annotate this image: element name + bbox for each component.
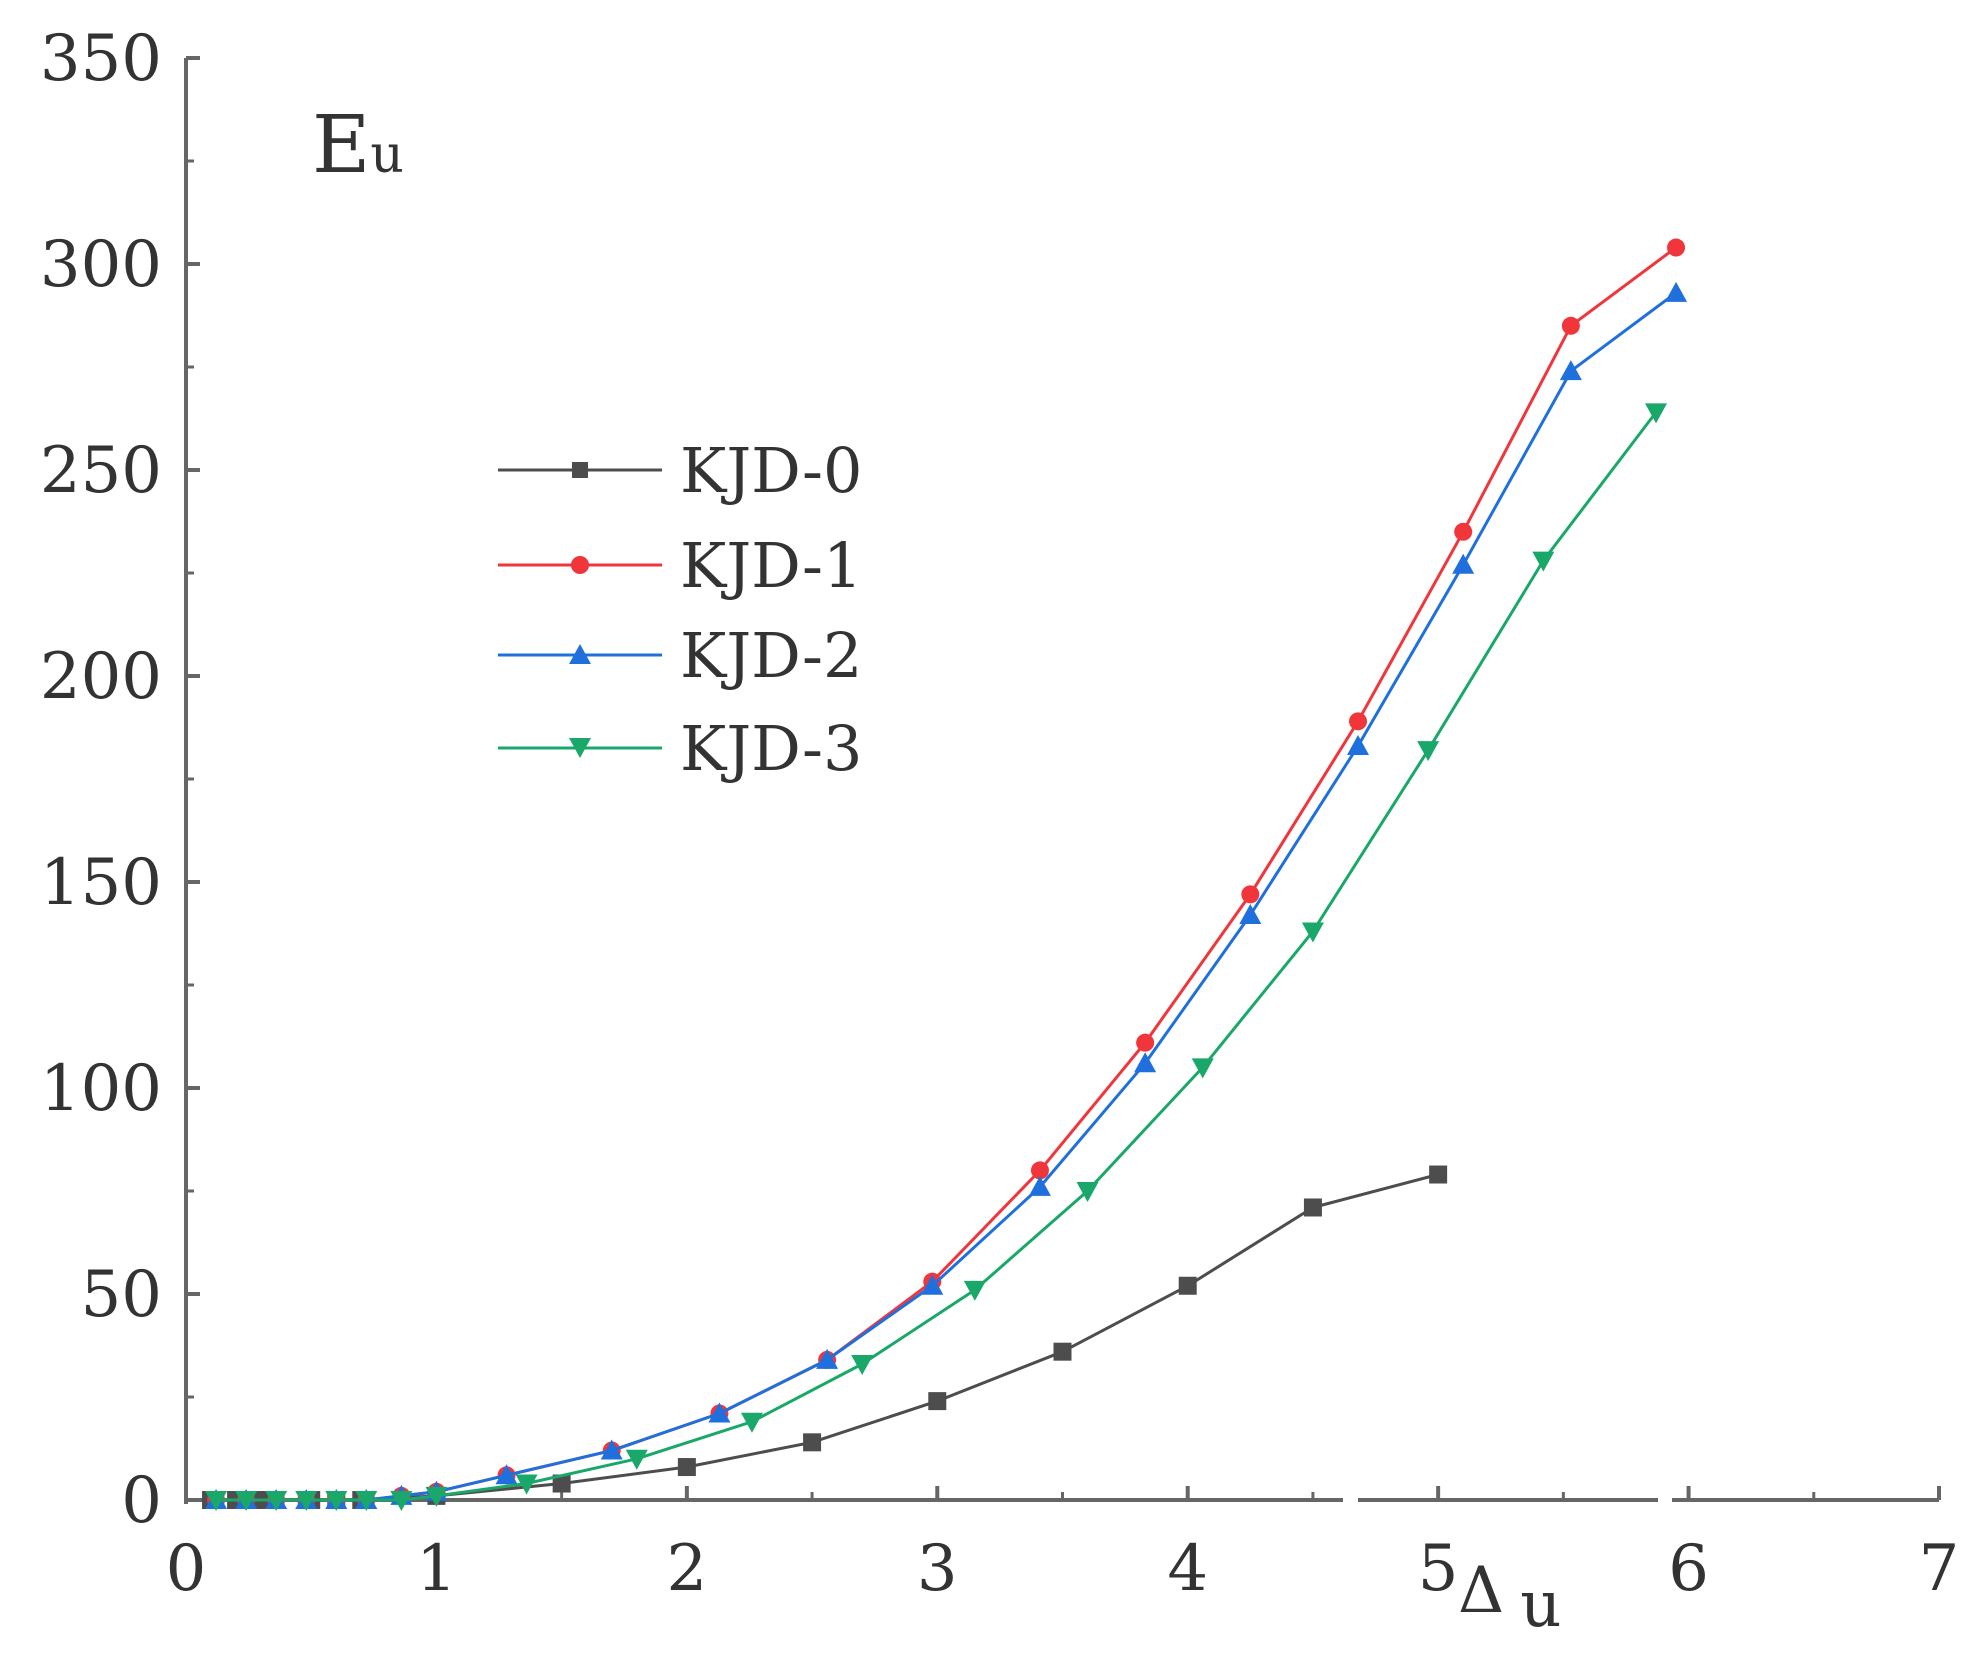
legend-marker-kjd-2	[569, 644, 591, 664]
point-kjd-3-16	[1417, 741, 1440, 762]
point-kjd-3-2	[265, 1491, 288, 1511]
x-tick-label-0: 0	[166, 1532, 207, 1606]
series-line-kjd-1	[216, 246, 1677, 1502]
ticks: 0 50 100 150 200 250 300 350 0 1 2 3 4 5 6 7	[40, 22, 1960, 1606]
point-kjd-3-4	[325, 1491, 348, 1511]
point-kjd-2-19	[1665, 281, 1688, 302]
point-kjd-3-6	[390, 1491, 413, 1511]
point-kjd-0-7	[552, 1474, 571, 1493]
legend-label-kjd-3: KJD-3	[680, 712, 862, 785]
y-axis-title: Eu	[312, 98, 404, 191]
point-kjd-1-17	[1454, 522, 1473, 541]
y-tick-label-100: 100	[40, 1052, 162, 1126]
series-kjd-1	[207, 238, 1686, 1509]
x-tick-label-5: 5	[1418, 1532, 1459, 1606]
series-line-kjd-2	[216, 291, 1677, 1502]
point-kjd-3-10	[740, 1412, 763, 1433]
point-kjd-0-10	[928, 1392, 947, 1411]
point-kjd-0-13	[1303, 1198, 1322, 1217]
y-axis-title-sub: u	[370, 125, 404, 185]
x-tick-label-4: 4	[1167, 1532, 1208, 1606]
axes	[184, 58, 1939, 1506]
point-kjd-2-14	[1134, 1052, 1157, 1073]
x-axis-break-0	[1343, 1494, 1358, 1506]
x-tick-label-6: 6	[1668, 1532, 1709, 1606]
point-kjd-3-15	[1301, 922, 1324, 943]
legend-item-kjd-1: KJD-1	[498, 529, 862, 602]
point-kjd-0-8	[677, 1458, 696, 1477]
x-axis-break-1	[1658, 1494, 1672, 1506]
y-tick-label-300: 300	[40, 228, 162, 302]
point-kjd-2-16	[1347, 735, 1370, 756]
point-kjd-1-14	[1136, 1033, 1155, 1052]
point-kjd-2-10	[708, 1402, 731, 1423]
x-axis-title-sub: u	[1520, 1568, 1561, 1642]
series-line-kjd-0	[211, 1173, 1439, 1502]
point-kjd-2-8	[495, 1464, 518, 1485]
point-kjd-3-3	[295, 1491, 318, 1511]
series-kjd-2	[205, 281, 1688, 1509]
point-kjd-2-9	[600, 1439, 623, 1460]
point-kjd-3-11	[851, 1355, 874, 1376]
point-kjd-0-11	[1053, 1342, 1072, 1361]
y-tick-label-0: 0	[121, 1464, 162, 1538]
point-kjd-2-17	[1452, 553, 1475, 574]
legend: KJD-0 KJD-1 KJD-2 KJD-3	[498, 434, 862, 785]
point-kjd-3-1	[235, 1491, 258, 1511]
legend-label-kjd-0: KJD-0	[680, 434, 862, 507]
series-kjd-3	[205, 403, 1668, 1511]
series-layer	[202, 238, 1688, 1511]
legend-label-kjd-1: KJD-1	[680, 529, 862, 602]
point-kjd-3-5	[355, 1491, 378, 1511]
y-tick-label-350: 350	[40, 22, 162, 96]
point-kjd-3-9	[625, 1449, 648, 1470]
x-tick-label-7: 7	[1919, 1532, 1960, 1606]
legend-item-kjd-2: KJD-2	[498, 619, 862, 692]
point-kjd-0-14	[1429, 1165, 1448, 1184]
point-kjd-2-18	[1559, 360, 1582, 381]
legend-marker-kjd-1	[571, 556, 589, 574]
point-kjd-3-14	[1191, 1058, 1214, 1079]
y-tick-label-250: 250	[40, 434, 162, 508]
point-kjd-1-16	[1349, 712, 1368, 731]
point-kjd-3-12	[963, 1280, 986, 1301]
legend-item-kjd-3: KJD-3	[498, 712, 862, 785]
point-kjd-2-11	[816, 1348, 839, 1369]
point-kjd-3-17	[1532, 551, 1555, 572]
point-kjd-1-13	[1030, 1161, 1049, 1180]
point-kjd-0-9	[803, 1433, 822, 1452]
point-kjd-3-13	[1076, 1182, 1099, 1202]
point-kjd-3-0	[205, 1491, 228, 1511]
point-kjd-0-12	[1178, 1276, 1197, 1295]
point-kjd-3-7	[425, 1486, 448, 1507]
legend-marker-kjd-0	[572, 462, 588, 478]
x-tick-label-3: 3	[917, 1532, 958, 1606]
point-kjd-3-8	[515, 1474, 538, 1495]
point-kjd-3-18	[1645, 403, 1668, 424]
legend-label-kjd-2: KJD-2	[680, 619, 862, 692]
point-kjd-1-18	[1561, 316, 1580, 335]
point-kjd-1-15	[1241, 885, 1260, 904]
point-kjd-2-15	[1239, 903, 1262, 924]
point-kjd-1-19	[1667, 238, 1686, 257]
x-axis-title-main: Δ	[1458, 1554, 1504, 1628]
x-tick-label-1: 1	[416, 1532, 457, 1606]
x-tick-label-2: 2	[666, 1532, 707, 1606]
y-axis-title-main: E	[312, 98, 370, 191]
y-tick-label-200: 200	[40, 640, 162, 714]
y-tick-label-50: 50	[81, 1258, 162, 1332]
y-tick-label-150: 150	[40, 846, 162, 920]
point-kjd-2-13	[1028, 1175, 1051, 1196]
legend-marker-kjd-3	[569, 738, 591, 758]
legend-item-kjd-0: KJD-0	[498, 434, 862, 507]
point-kjd-2-12	[921, 1274, 944, 1295]
series-kjd-0	[202, 1165, 1448, 1509]
